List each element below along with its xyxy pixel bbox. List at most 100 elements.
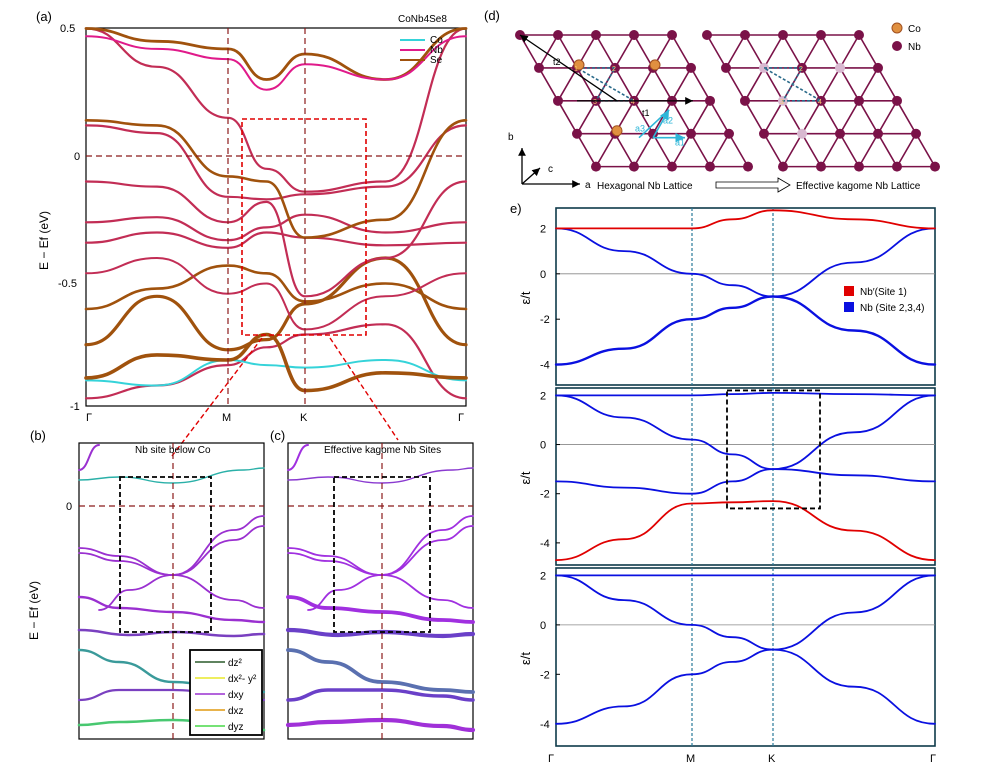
legend-co-atom — [891, 22, 903, 34]
legend-co-label: Co — [908, 24, 921, 35]
kag-unit-cell — [761, 67, 824, 102]
panel-c-band-6 — [286, 648, 475, 694]
hex-nb-atom — [591, 161, 601, 172]
kag-bond — [858, 34, 879, 69]
panel-e-subplots: 2 0 -2 -4 ε/t 2 0 -2 -4 ε/t 2 0 -2 -4 ε/t — [518, 207, 937, 747]
hex-bond — [538, 34, 559, 69]
panel-a-xtick-3: Γ — [458, 412, 464, 424]
panel-b-band-0 — [78, 467, 265, 484]
hex-nb-atom — [648, 128, 658, 139]
zoom-connector-left — [171, 337, 263, 457]
panel-c-bands — [285, 444, 476, 733]
panel-b-letter: (b) — [30, 428, 46, 443]
kag-nb-atom — [835, 128, 845, 139]
panel-e-band-1-3 — [555, 391, 936, 397]
kag-bond — [801, 67, 822, 102]
hex-co-atom — [573, 59, 585, 71]
panel-e-ylabel-0: ε/t — [518, 291, 533, 304]
kag-bond — [877, 67, 898, 102]
kag-bond — [801, 34, 822, 69]
hex-nb-atom — [743, 161, 753, 172]
hex-bond — [576, 133, 597, 168]
hex-nb-atom — [629, 161, 639, 172]
hex-bond — [709, 100, 730, 135]
kag-bond — [763, 133, 784, 168]
kag-nb-atom — [778, 30, 788, 40]
hex-bond — [614, 34, 635, 69]
hex-bond — [671, 34, 692, 69]
hex-nb-atom — [686, 62, 696, 73]
hex-bond — [728, 133, 749, 168]
panel-c-band-1 — [287, 515, 474, 576]
panel-a-band-13 — [85, 35, 467, 91]
axis-c-arrow — [521, 167, 541, 185]
panel-a-ytick-0: 0.5 — [60, 23, 75, 35]
kag-bond — [858, 67, 879, 102]
a2-label: a2 — [663, 116, 673, 126]
hex-bond — [576, 100, 597, 135]
axis-c-label: c — [548, 164, 553, 175]
panel-a-band-10 — [84, 180, 468, 298]
kag-nb-atom — [873, 62, 883, 73]
kag-bond — [858, 133, 879, 168]
legend-nb-label: Nb — [908, 42, 921, 53]
panel-e-ytick-2-3: -4 — [540, 719, 550, 731]
panel-e-ytick-2-1: 0 — [540, 620, 546, 632]
panel-c-kagome-box — [333, 476, 431, 633]
panel-b-band-2 — [78, 525, 265, 576]
kag-site-label: 4 — [818, 99, 822, 106]
hex-bond — [671, 133, 692, 168]
panel-a-xtick-1: M — [222, 412, 231, 424]
panel-e-kagome-box — [726, 389, 821, 510]
kag-bond — [782, 100, 803, 135]
legend-swatch-site234 — [844, 302, 854, 312]
panel-a-xtick-2: K — [300, 412, 308, 424]
kag-bond — [801, 100, 822, 135]
hex-site-label: 2 — [612, 66, 616, 73]
panel-e-band-2-1 — [555, 574, 936, 651]
hex-nb-atom — [667, 161, 677, 172]
panel-e-ytick-1-3: -4 — [540, 538, 550, 550]
kag-nb-atom — [892, 95, 902, 106]
panel-e-ytick-1-2: -2 — [540, 489, 550, 501]
panel-b-band-5 — [77, 628, 266, 638]
legend-dxy: dxy — [228, 690, 244, 701]
panel-e-ytick-0-0: 2 — [540, 223, 546, 235]
panel-c-band-0 — [287, 467, 474, 484]
caption-kagome: Effective kagome Nb Lattice — [796, 181, 921, 192]
a2-arrow — [652, 109, 670, 139]
t1-label: t1 — [642, 108, 650, 118]
panel-e-band-0-2 — [555, 209, 936, 230]
kag-bond — [915, 133, 936, 168]
hex-bond — [538, 67, 559, 102]
kag-nb-atom — [702, 30, 712, 40]
kag-bond — [839, 133, 860, 168]
a3-line — [638, 109, 670, 139]
kag-bond — [706, 34, 727, 69]
panel-e-frame-2 — [555, 567, 936, 747]
panel-e-xtick-1: M — [686, 753, 695, 765]
kag-bond — [877, 100, 898, 135]
hex-nb-atom — [667, 30, 677, 40]
hex-site-label: 3 — [593, 99, 597, 106]
hex-bond — [652, 67, 673, 102]
kag-bond — [763, 67, 784, 102]
panel-b-band-4 — [77, 595, 266, 624]
kag-nb-atom — [759, 128, 769, 139]
panel-d: (d) 1 2 3 4 t1 t2 a1 a2 a3 2 3 4 Co Nb a b c Hexag… — [484, 8, 940, 193]
hex-nb-atom — [705, 161, 715, 172]
hex-nb-atom — [591, 30, 601, 40]
hex-nb-atom — [705, 95, 715, 106]
panel-a-band-5 — [84, 213, 468, 242]
panel-a-ylabel: E − Ef (eV) — [37, 211, 51, 270]
hex-bond — [633, 133, 654, 168]
hex-bond — [595, 34, 616, 69]
panel-a-band-7 — [85, 256, 467, 331]
kag-bond — [820, 67, 841, 102]
panel-b: (b) Nb site below Co 0 E − Ef (eV) dz² d… — [27, 428, 266, 740]
panel-e-ytick-0-3: -4 — [540, 360, 550, 372]
kag-nb-atom — [740, 95, 750, 106]
kag-site-label: 2 — [799, 66, 803, 73]
panel-c-band-9 — [287, 444, 309, 471]
panel-e-xtick-2: K — [768, 753, 776, 765]
